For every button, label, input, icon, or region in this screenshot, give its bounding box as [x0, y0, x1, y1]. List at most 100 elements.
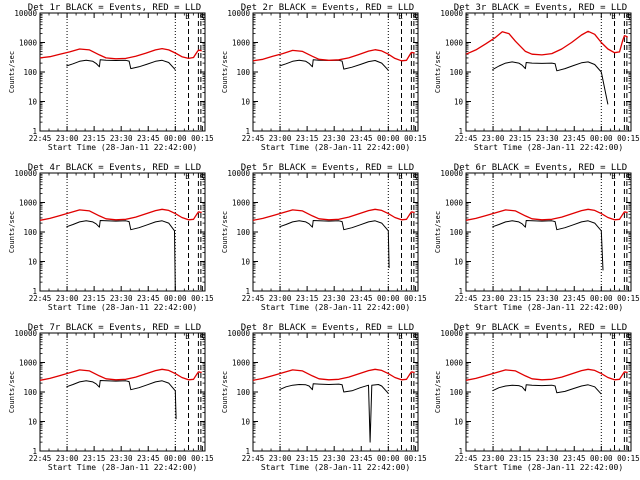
y-tick-label: 10000: [14, 9, 37, 18]
x-tick-label: 22:45: [455, 454, 478, 463]
series-line-events: [492, 384, 602, 395]
flag-label-E: E: [398, 332, 403, 341]
y-tick-label: 10: [454, 258, 464, 267]
y-tick-label: 1: [32, 447, 37, 456]
y-tick-label: 1000: [445, 359, 464, 368]
x-axis-label: Start Time (28-Jan-11 22:42:00): [261, 303, 410, 312]
x-tick-label: 23:45: [350, 134, 373, 143]
series-line-events: [66, 380, 177, 420]
y-tick-label: 1000: [445, 199, 464, 208]
flag-label-S: S: [625, 173, 630, 182]
y-tick-label: 100: [236, 388, 250, 397]
panel-title: Det 9r BLACK = Events, RED = LLD: [454, 323, 627, 333]
series-line-events: [66, 220, 176, 292]
flag-label-E: E: [611, 12, 616, 21]
x-tick-label: 23:30: [110, 294, 133, 303]
panel-title: Det 8r BLACK = Events, RED = LLD: [241, 323, 414, 333]
y-tick-label: 1: [245, 127, 250, 136]
x-tick-label: 23:00: [269, 134, 292, 143]
series-line-events: [66, 59, 176, 71]
x-tick-label: 23:15: [296, 454, 319, 463]
y-tick-label: 1000: [19, 359, 38, 368]
y-tick-label: 10: [454, 418, 464, 427]
series-line-lld: [39, 208, 202, 221]
x-tick-label: 00:00: [164, 134, 187, 143]
y-tick-label: 1: [458, 127, 463, 136]
x-tick-label: 23:00: [269, 294, 292, 303]
x-tick-label: 00:00: [590, 454, 613, 463]
detector-panel-3: Det 3r BLACK = Events, RED = LLD 1 10 100 10…: [434, 3, 640, 152]
detector-panel-6: Det 6r BLACK = Events, RED = LLD 1 10 100 10…: [434, 163, 640, 312]
y-tick-label: 10000: [227, 329, 250, 338]
series-line-lld: [39, 368, 202, 381]
y-tick-label: 1: [245, 447, 250, 456]
y-axis-label: Counts/sec: [8, 371, 16, 413]
x-tick-label: 23:00: [56, 294, 79, 303]
plot-frame: [252, 332, 419, 452]
flag-label-E: E: [398, 12, 403, 21]
series-line-lld: [465, 208, 628, 221]
series-line-lld: [465, 368, 628, 381]
y-tick-label: 10000: [227, 9, 250, 18]
y-axis-label: Counts/sec: [8, 211, 16, 253]
x-tick-label: 00:15: [191, 454, 214, 463]
x-axis-label: Start Time (28-Jan-11 22:42:00): [474, 463, 623, 472]
x-tick-label: 23:30: [110, 134, 133, 143]
plot-frame: [252, 12, 419, 132]
detector-panel-1: Det 1r BLACK = Events, RED = LLD 1 10 100 10…: [8, 3, 214, 152]
flag-label-S: S: [199, 173, 204, 182]
detector-panel-5: Det 5r BLACK = Events, RED = LLD 1 10 100 10…: [221, 163, 427, 312]
flag-label-E: E: [185, 172, 190, 181]
x-tick-label: 22:45: [29, 294, 52, 303]
x-tick-label: 23:15: [509, 134, 532, 143]
x-tick-label: 23:00: [269, 454, 292, 463]
x-axis-label: Start Time (28-Jan-11 22:42:00): [474, 303, 623, 312]
x-tick-label: 23:45: [563, 294, 586, 303]
x-tick-label: 23:45: [563, 454, 586, 463]
flag-label-E: E: [611, 332, 616, 341]
y-tick-label: 1000: [19, 199, 38, 208]
detector-panel-2: Det 2r BLACK = Events, RED = LLD 1 10 100 10…: [221, 3, 427, 152]
x-tick-label: 23:00: [56, 134, 79, 143]
y-tick-label: 1000: [19, 39, 38, 48]
flag-label-E: E: [398, 172, 403, 181]
x-tick-label: 00:15: [404, 294, 427, 303]
plot-frame: [39, 332, 206, 452]
x-axis-label: Start Time (28-Jan-11 22:42:00): [48, 463, 197, 472]
y-axis-label: Counts/sec: [434, 211, 442, 253]
y-tick-label: 100: [236, 228, 250, 237]
plot-frame: [465, 172, 632, 292]
x-tick-label: 23:15: [509, 294, 532, 303]
x-tick-label: 23:15: [83, 454, 106, 463]
y-tick-label: 10000: [440, 329, 463, 338]
detector-panel-7: Det 7r BLACK = Events, RED = LLD 1 10 100 10…: [8, 323, 214, 472]
y-tick-label: 10000: [14, 169, 37, 178]
x-tick-label: 23:15: [83, 134, 106, 143]
x-tick-label: 23:15: [509, 454, 532, 463]
x-tick-label: 22:45: [29, 454, 52, 463]
y-tick-label: 10000: [440, 169, 463, 178]
x-tick-label: 23:45: [350, 294, 373, 303]
y-tick-label: 100: [23, 228, 37, 237]
x-tick-label: 23:00: [56, 454, 79, 463]
x-tick-label: 23:30: [323, 454, 346, 463]
x-tick-label: 00:15: [617, 454, 640, 463]
y-tick-label: 1: [458, 447, 463, 456]
y-tick-label: 10: [28, 418, 38, 427]
x-tick-label: 23:00: [482, 294, 505, 303]
x-tick-label: 00:00: [377, 134, 400, 143]
detector-panel-8: Det 8r BLACK = Events, RED = LLD 1 10 100 10…: [221, 323, 427, 472]
x-tick-label: 00:00: [590, 294, 613, 303]
y-tick-label: 10: [241, 258, 251, 267]
series-line-lld: [252, 208, 415, 221]
plot-frame: [39, 12, 206, 132]
y-tick-label: 1: [32, 287, 37, 296]
x-tick-label: 23:45: [137, 454, 160, 463]
panel-title: Det 7r BLACK = Events, RED = LLD: [28, 323, 201, 333]
x-tick-label: 00:00: [377, 294, 400, 303]
panel-title: Det 1r BLACK = Events, RED = LLD: [28, 3, 201, 13]
series-line-lld: [252, 368, 415, 381]
flag-label-S: S: [412, 333, 417, 342]
y-tick-label: 100: [449, 388, 463, 397]
